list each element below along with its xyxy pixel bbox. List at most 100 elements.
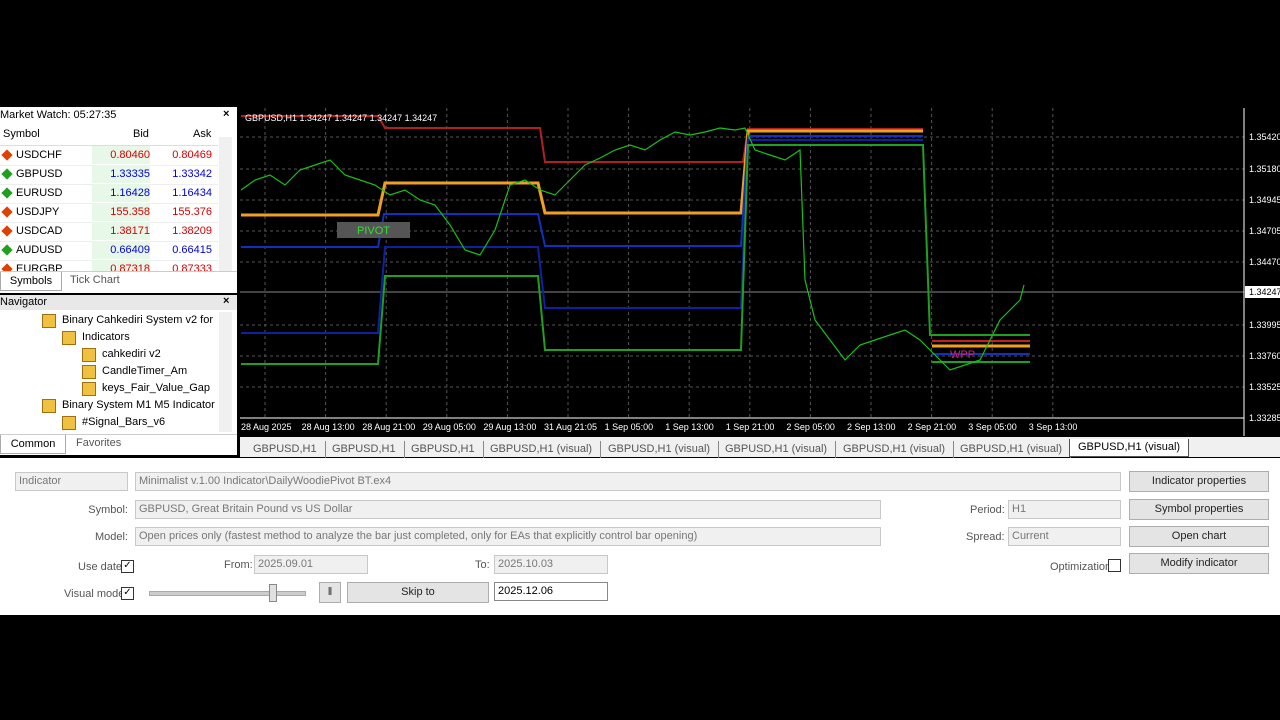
ask: 0.66415 [172, 244, 212, 256]
ask: 155.376 [172, 206, 212, 218]
optimization-label: Optimization [1050, 561, 1112, 573]
row: USDCAD 1.38171 1.38209 [0, 222, 218, 242]
row: EURGBP 0.87318 0.87333 [0, 260, 218, 272]
indicator-lines [241, 115, 1030, 365]
col-header[interactable]: Symbol [3, 128, 40, 140]
tree-label: #Signal_Bars_v6 [82, 416, 166, 428]
indicator-select[interactable]: Minimalist v.1.00 Indicator\DailyWoodieP… [135, 472, 1121, 491]
row: USDJPY 155.358 155.376 [0, 203, 218, 223]
folder-icon [82, 348, 96, 362]
chart-tabs [240, 437, 1280, 457]
tree-label: cahkediri v2 [102, 348, 161, 360]
symbol: EURUSD [16, 187, 63, 199]
indicator-properties-button[interactable]: Indicator properties [1129, 471, 1269, 492]
time-label: 3 Sep 05:00 [968, 422, 1017, 432]
type-select[interactable]: Indicator [15, 472, 128, 491]
chart-tab[interactable]: GBPUSD,H1 [411, 441, 484, 458]
chart-tab[interactable]: GBPUSD,H1 (visual) [608, 441, 720, 458]
arrow-icon [1, 187, 13, 199]
market-watch-title: Market Watch: 05:27:35 [0, 109, 117, 121]
period-label: Period: [970, 504, 1005, 516]
price-label: 1.33525 [1249, 382, 1280, 392]
ask: 1.16434 [172, 187, 212, 199]
price-label: 1.34470 [1249, 257, 1280, 267]
from-date[interactable]: 2025.09.01 [254, 555, 368, 574]
time-label: 28 Aug 21:00 [362, 422, 415, 432]
pivot-label: PIVOT [357, 225, 390, 237]
chart-tab[interactable]: GBPUSD,H1 [253, 441, 326, 458]
row: AUDUSD 0.66409 0.66415 [0, 241, 218, 261]
tester: Indicator Minimalist v.1.00 Indicator\Da… [0, 458, 1280, 615]
bid: 1.16428 [92, 184, 150, 202]
bid: 0.80460 [92, 146, 150, 164]
arrow-icon [1, 225, 13, 237]
tab[interactable]: Common [0, 435, 66, 454]
time-label: 3 Sep 13:00 [1029, 422, 1078, 432]
modify-indicator-button[interactable]: Modify indicator [1129, 553, 1269, 574]
tree-label: Binary System M1 M5 Indicator [62, 399, 215, 411]
use-date-checkbox[interactable]: ✓ [121, 560, 134, 573]
arrow-icon [1, 149, 13, 161]
chart-tab[interactable]: GBPUSD,H1 (visual) [490, 441, 602, 458]
tabs: Symbols Tick Chart [0, 271, 237, 292]
time-label: 28 Aug 13:00 [302, 422, 355, 432]
price-label: 1.33285 [1249, 413, 1280, 423]
close[interactable]: × [223, 295, 230, 307]
row: USDCHF 0.80460 0.80469 [0, 146, 218, 166]
time-label: 29 Aug 05:00 [423, 422, 476, 432]
bid: 1.38171 [92, 222, 150, 240]
period-select[interactable]: H1 [1008, 500, 1121, 519]
chart-tab[interactable]: GBPUSD,H1 (visual) [960, 441, 1072, 458]
chart-tab[interactable]: GBPUSD,H1 (visual) [843, 441, 955, 458]
col-header[interactable]: Bid [133, 128, 149, 140]
tab[interactable]: Favorites [76, 437, 122, 449]
header-row: Symbol Bid Ask [0, 125, 218, 146]
close[interactable]: × [223, 108, 230, 120]
chart-tab[interactable]: GBPUSD,H1 (visual) [1069, 439, 1190, 457]
scrollbar[interactable] [219, 137, 232, 272]
scrollbar[interactable] [219, 312, 232, 432]
ask: 1.38209 [172, 225, 212, 237]
model-select[interactable]: Open prices only (fastest method to anal… [135, 527, 881, 546]
skip-to-button[interactable]: Skip to [347, 582, 489, 603]
chart-tab[interactable]: GBPUSD,H1 (visual) [725, 441, 837, 458]
visual-mode-checkbox[interactable]: ✓ [121, 587, 134, 600]
arrow-icon [1, 168, 13, 180]
bid: 0.87318 [92, 260, 150, 272]
time-label: 1 Sep 05:00 [605, 422, 654, 432]
optimization-checkbox[interactable] [1108, 559, 1121, 572]
symbol: GBPUSD [16, 168, 63, 180]
price-highlight [1245, 286, 1280, 298]
tree-label: CandleTimer_Am [102, 365, 188, 377]
time-label: 31 Aug 21:05 [544, 422, 597, 432]
symbol-select[interactable]: GBPUSD, Great Britain Pound vs US Dollar [135, 500, 881, 519]
arrow-icon [1, 206, 13, 218]
slider-thumb[interactable] [269, 584, 277, 602]
symbol: USDCHF [16, 149, 62, 161]
market-watch: Market Watch: 05:27:35 × Symbol Bid Ask … [0, 107, 237, 293]
tree: Binary Cahkediri System v2 for Indicators… [0, 312, 218, 432]
price-label: 1.34945 [1249, 195, 1280, 205]
speed-slider[interactable] [149, 591, 306, 596]
to-date[interactable]: 2025.10.03 [494, 555, 608, 574]
symbol-properties-button[interactable]: Symbol properties [1129, 499, 1269, 520]
skip-date[interactable]: 2025.12.06 [494, 582, 608, 601]
price-label: 1.35180 [1249, 164, 1280, 174]
open-chart-button[interactable]: Open chart [1129, 526, 1269, 547]
symbol: USDCAD [16, 225, 63, 237]
spread-select[interactable]: Current [1008, 527, 1121, 546]
time-label: 29 Aug 13:00 [483, 422, 536, 432]
tree-label: Indicators [82, 331, 130, 343]
chart-tab[interactable]: GBPUSD,H1 [332, 441, 405, 458]
price-label: 1.34705 [1249, 226, 1280, 236]
ask: 0.80469 [172, 149, 212, 161]
pause-button[interactable]: ‖ [319, 582, 341, 603]
time-label: 1 Sep 13:00 [665, 422, 714, 432]
tab[interactable]: Tick Chart [70, 274, 120, 286]
col-header[interactable]: Ask [193, 128, 212, 140]
price-label: 1.33995 [1249, 320, 1280, 330]
tab[interactable]: Symbols [0, 272, 62, 291]
navigator-title: Navigator [0, 296, 48, 308]
bid: 1.33335 [92, 165, 150, 183]
